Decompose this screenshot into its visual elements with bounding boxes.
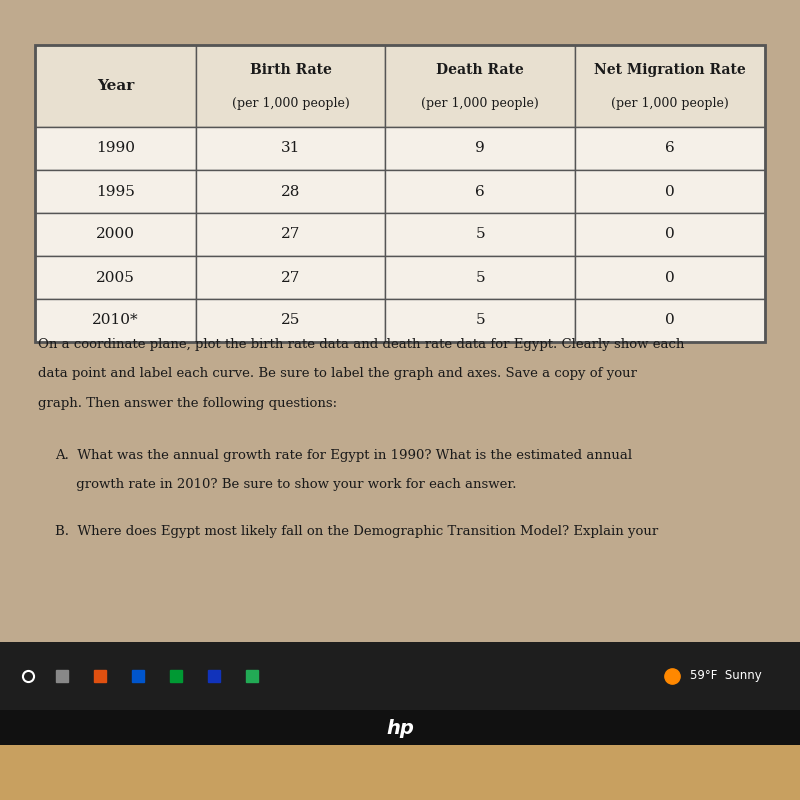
Text: 1990: 1990: [96, 142, 134, 155]
Text: data point and label each curve. Be sure to label the graph and axes. Save a cop: data point and label each curve. Be sure…: [38, 367, 637, 381]
Bar: [195, 45, 386, 127]
Text: 6: 6: [475, 185, 485, 198]
Bar: [195, 256, 386, 299]
Bar: [195, 127, 386, 170]
Text: 59°F  Sunny: 59°F Sunny: [690, 670, 762, 682]
Text: 1995: 1995: [96, 185, 134, 198]
Text: 27: 27: [281, 270, 300, 285]
Bar: [35, 170, 195, 213]
Text: (per 1,000 people): (per 1,000 people): [232, 98, 350, 110]
Bar: [35, 45, 195, 127]
Bar: [195, 299, 386, 342]
Text: Death Rate: Death Rate: [437, 63, 524, 77]
Text: 6: 6: [666, 142, 675, 155]
Text: 9: 9: [475, 142, 485, 155]
Text: 31: 31: [281, 142, 300, 155]
Bar: [575, 127, 765, 170]
Text: graph. Then answer the following questions:: graph. Then answer the following questio…: [38, 397, 337, 410]
Text: Net Migration Rate: Net Migration Rate: [594, 63, 746, 77]
Text: 25: 25: [281, 314, 300, 327]
Text: 5: 5: [475, 314, 485, 327]
Text: 5: 5: [475, 270, 485, 285]
Bar: [386, 127, 575, 170]
Text: 5: 5: [475, 227, 485, 242]
Bar: [35, 213, 195, 256]
Text: B.  Where does Egypt most likely fall on the Demographic Transition Model? Expla: B. Where does Egypt most likely fall on …: [55, 526, 658, 538]
Bar: [0, 642, 800, 710]
Text: 0: 0: [666, 270, 675, 285]
Text: (per 1,000 people): (per 1,000 people): [611, 98, 729, 110]
Bar: [575, 213, 765, 256]
Text: 2010*: 2010*: [92, 314, 138, 327]
Bar: [386, 256, 575, 299]
Bar: [35, 127, 195, 170]
Bar: [575, 45, 765, 127]
Bar: [575, 299, 765, 342]
Text: growth rate in 2010? Be sure to show your work for each answer.: growth rate in 2010? Be sure to show you…: [55, 478, 517, 491]
Text: On a coordinate plane, plot the birth rate data and death rate data for Egypt. C: On a coordinate plane, plot the birth ra…: [38, 338, 684, 351]
Text: A.  What was the annual growth rate for Egypt in 1990? What is the estimated ann: A. What was the annual growth rate for E…: [55, 449, 632, 462]
Text: Birth Rate: Birth Rate: [250, 63, 331, 77]
Text: 2000: 2000: [96, 227, 134, 242]
Bar: [386, 45, 575, 127]
Text: hp: hp: [386, 718, 414, 738]
Bar: [195, 213, 386, 256]
Text: 27: 27: [281, 227, 300, 242]
Text: 0: 0: [666, 185, 675, 198]
Text: (per 1,000 people): (per 1,000 people): [422, 98, 539, 110]
Bar: [386, 170, 575, 213]
Bar: [195, 170, 386, 213]
Text: 0: 0: [666, 227, 675, 242]
Bar: [386, 299, 575, 342]
Bar: [575, 170, 765, 213]
Bar: [35, 256, 195, 299]
Text: 0: 0: [666, 314, 675, 327]
Text: 28: 28: [281, 185, 300, 198]
Bar: [0, 745, 800, 800]
Bar: [575, 256, 765, 299]
Bar: [35, 299, 195, 342]
Bar: [0, 710, 800, 745]
Bar: [35, 45, 765, 342]
Text: 2005: 2005: [96, 270, 134, 285]
Text: Year: Year: [97, 79, 134, 93]
Bar: [386, 213, 575, 256]
